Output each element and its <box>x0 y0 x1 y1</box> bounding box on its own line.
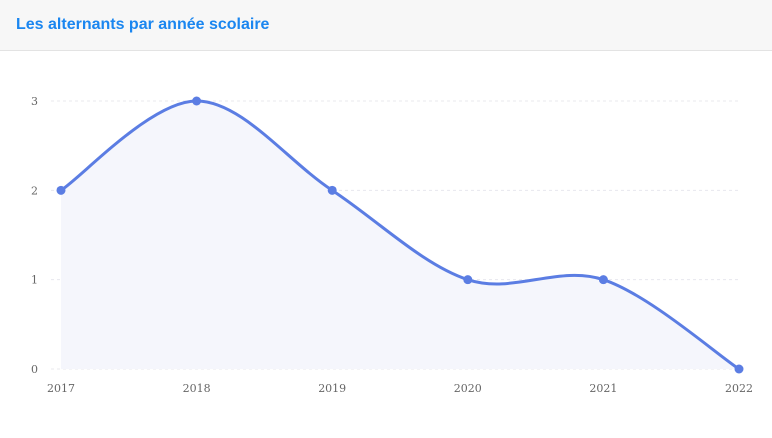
data-point-2021[interactable] <box>598 275 608 285</box>
data-point-2017[interactable] <box>56 185 66 195</box>
y-tick-label-0: 0 <box>31 363 38 376</box>
y-tick-label-2: 2 <box>31 184 38 197</box>
card-header: Les alternants par année scolaire <box>0 0 772 51</box>
y-tick-label-3: 3 <box>31 95 38 108</box>
series-line <box>59 99 741 371</box>
card-title: Les alternants par année scolaire <box>16 16 270 33</box>
series-area-fill <box>61 101 739 369</box>
series <box>56 96 744 374</box>
data-point-2020[interactable] <box>463 275 473 285</box>
area-chart: 0 1 2 3 2017 2018 2019 2020 2021 2022 <box>31 95 753 395</box>
x-axis-ticks: 2017 2018 2019 2020 2021 2022 <box>47 382 753 395</box>
x-tick-label-2019: 2019 <box>318 382 346 395</box>
data-point-2018[interactable] <box>192 96 202 106</box>
chart-area: 0 1 2 3 2017 2018 2019 2020 2021 2022 <box>0 51 772 438</box>
y-tick-label-1: 1 <box>31 274 38 287</box>
x-tick-label-2022: 2022 <box>725 382 753 395</box>
x-tick-label-2018: 2018 <box>183 382 211 395</box>
x-tick-label-2017: 2017 <box>47 382 75 395</box>
data-point-2019[interactable] <box>327 185 337 195</box>
y-axis-ticks: 0 1 2 3 <box>31 95 38 376</box>
x-tick-label-2021: 2021 <box>589 382 617 395</box>
x-tick-label-2020: 2020 <box>454 382 482 395</box>
data-point-2022[interactable] <box>734 364 744 374</box>
